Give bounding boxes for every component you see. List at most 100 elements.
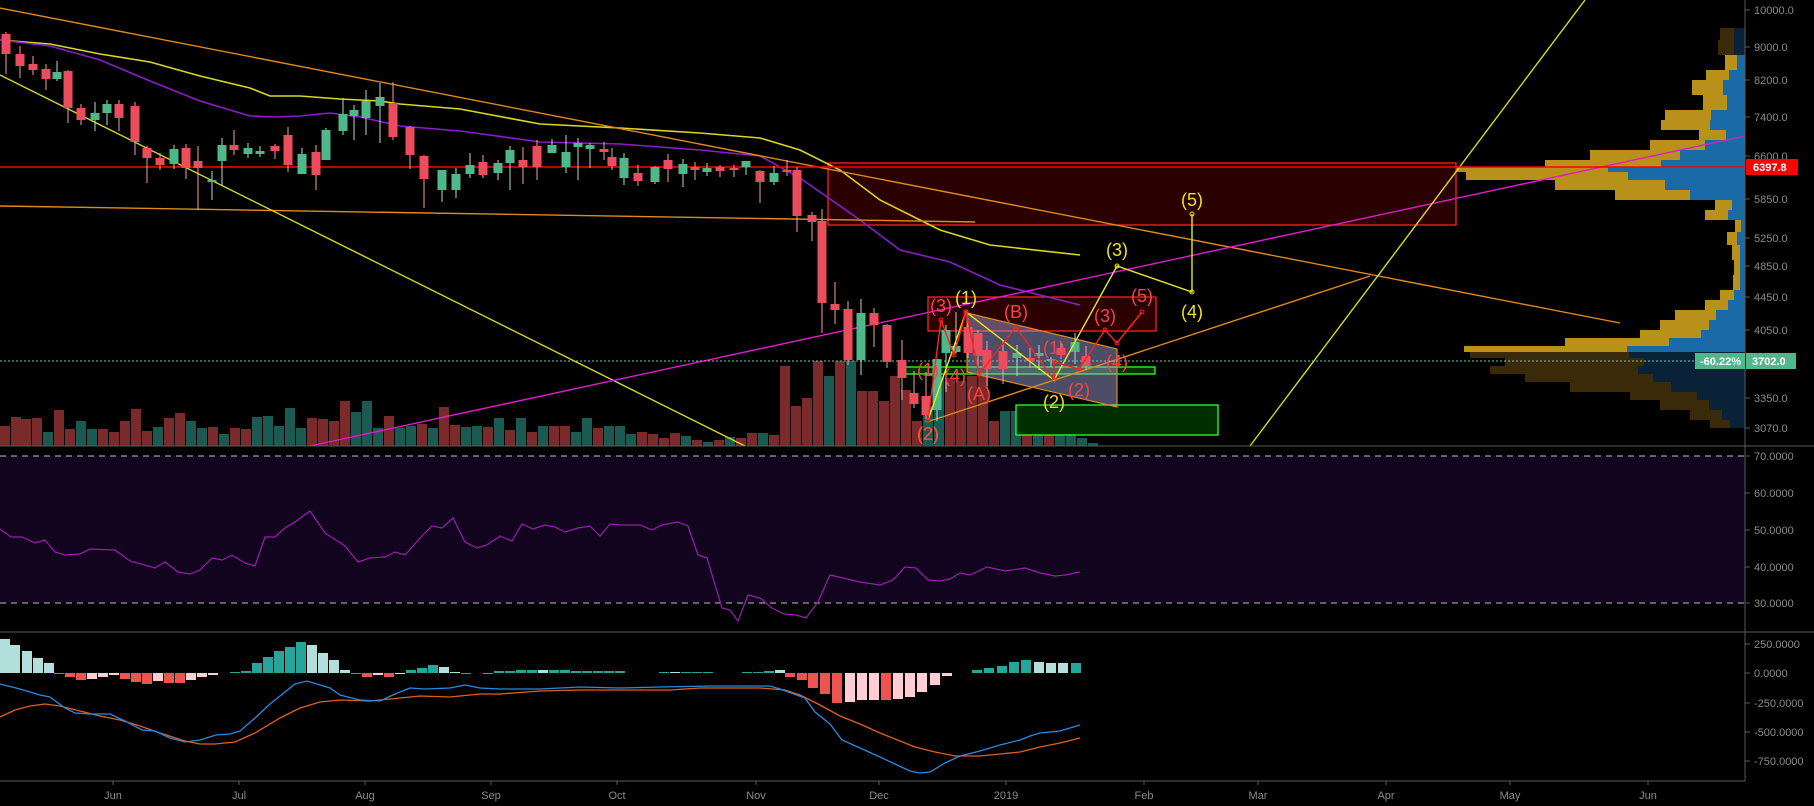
macd-histogram-bar — [285, 647, 295, 673]
time-axis-label[interactable]: Oct — [608, 790, 625, 802]
candle-body — [193, 161, 203, 168]
wave-node[interactable] — [976, 371, 982, 377]
yellow-steep-ascending[interactable] — [1249, 0, 1586, 447]
time-axis-label[interactable]: Apr — [1377, 790, 1394, 802]
elliott-wave-paths[interactable] — [925, 211, 1195, 423]
time-axis-label[interactable]: Aug — [355, 790, 375, 802]
volume-bar — [560, 426, 570, 446]
volume-profile-row — [1565, 338, 1745, 346]
candle-body — [755, 171, 765, 182]
macd-histogram-bar — [450, 672, 460, 673]
time-axis-label[interactable]: Dec — [869, 790, 889, 802]
wave-node[interactable] — [1139, 309, 1145, 315]
volume-profile-row-inner — [1608, 167, 1745, 172]
yellow-primary-wave[interactable] — [927, 214, 1193, 421]
rsi-axis-label[interactable]: 70.0000 — [1754, 451, 1794, 463]
wave-node[interactable] — [925, 417, 931, 423]
chart-zones[interactable] — [827, 162, 1457, 436]
macd-axis-label[interactable]: 250.0000 — [1754, 639, 1800, 651]
time-axis-label[interactable]: Mar — [1249, 790, 1268, 802]
orange-ascending-channel[interactable] — [929, 275, 1371, 422]
candle-body — [518, 160, 528, 167]
wave-node[interactable] — [1013, 324, 1019, 330]
price-axis-label[interactable]: 3350.0 — [1754, 393, 1788, 405]
price-axis-label[interactable]: 4050.0 — [1754, 325, 1788, 337]
volume-bar — [747, 433, 757, 446]
price-axis-label[interactable]: 9000.0 — [1754, 42, 1788, 54]
support-zone-lower[interactable] — [1015, 404, 1219, 436]
volume-bar — [351, 412, 361, 446]
price-axis-label[interactable]: 4850.0 — [1754, 261, 1788, 273]
price-axis-label[interactable]: 8200.0 — [1754, 75, 1788, 87]
price-axis-label[interactable]: 5850.0 — [1754, 194, 1788, 206]
volume-profile-row-inner — [1726, 130, 1745, 140]
wave-node[interactable] — [963, 309, 969, 315]
macd-histogram-bar — [373, 673, 383, 675]
wave-node[interactable] — [1114, 340, 1120, 346]
time-axis-label[interactable]: Jun — [104, 790, 122, 802]
magenta-ascending[interactable] — [309, 135, 1746, 447]
volume-profile-row — [1715, 200, 1745, 210]
time-axis-label[interactable]: 2019 — [994, 790, 1018, 802]
red-minor-wave-1[interactable] — [927, 311, 967, 421]
red-minor-wave-2[interactable] — [1053, 311, 1143, 380]
wave-node[interactable] — [1189, 289, 1195, 295]
price-axis-label[interactable]: 5250.0 — [1754, 233, 1788, 245]
candle-body — [243, 148, 253, 154]
rsi-axis-label[interactable]: 60.0000 — [1754, 488, 1794, 500]
candle-body — [283, 135, 293, 165]
wave-node[interactable] — [1051, 377, 1057, 383]
price-axis-label[interactable]: 3070.0 — [1754, 423, 1788, 435]
volume-profile-row — [1545, 160, 1745, 167]
volume-profile-row — [1464, 346, 1745, 352]
volume-bar — [98, 429, 108, 446]
candle-body — [715, 167, 725, 171]
price-axis-label[interactable]: 10000.0 — [1754, 5, 1794, 17]
wave-node[interactable] — [951, 352, 957, 358]
volume-bar — [648, 434, 658, 446]
macd-axis-label[interactable]: -750.0000 — [1754, 756, 1804, 768]
rsi-axis-label[interactable]: 30.0000 — [1754, 598, 1794, 610]
macd-histogram-bar — [362, 673, 372, 677]
time-axis-label[interactable]: Jul — [232, 790, 246, 802]
candle-body — [349, 110, 359, 116]
time-axis-label[interactable]: Feb — [1135, 790, 1154, 802]
macd-histogram-bar — [942, 673, 952, 676]
wave-node[interactable] — [1051, 359, 1057, 365]
wave-node[interactable] — [1076, 366, 1082, 372]
volume-bar — [428, 428, 438, 446]
price-axis-label[interactable]: 7400.0 — [1754, 112, 1788, 124]
price-scale-background[interactable] — [1745, 0, 1814, 806]
macd-histogram-bar — [0, 639, 10, 673]
red-abc-wave[interactable] — [965, 311, 1055, 381]
macd-axis-label[interactable]: -250.0000 — [1754, 698, 1804, 710]
volume-bar — [263, 416, 273, 446]
wave-node[interactable] — [938, 317, 944, 323]
volume-bar — [549, 426, 559, 446]
macd-axis-label[interactable]: 0.0000 — [1754, 668, 1788, 680]
candle-body — [1056, 348, 1066, 355]
price-axis-label[interactable]: 4450.0 — [1754, 292, 1788, 304]
orange-upper-resistance[interactable] — [0, 7, 1621, 324]
time-axis-label[interactable]: May — [1500, 790, 1521, 802]
rsi-band — [0, 456, 1745, 603]
candle-body — [1081, 356, 1091, 366]
volume-profile-row-inner — [1730, 420, 1745, 428]
macd-histogram-bar — [604, 671, 614, 673]
wave-node[interactable] — [1189, 211, 1195, 217]
macd-histogram-bar — [417, 668, 427, 673]
time-axis-label[interactable]: Jun — [1639, 790, 1657, 802]
wave-node[interactable] — [1102, 327, 1108, 333]
macd-axis-label[interactable]: -500.0000 — [1754, 727, 1804, 739]
macd-histogram-bar — [905, 673, 915, 697]
yellow-descending-support[interactable] — [0, 74, 746, 447]
time-axis-label[interactable]: Sep — [481, 790, 501, 802]
time-axis-label[interactable]: Nov — [746, 790, 766, 802]
resistance-zone-large[interactable] — [827, 162, 1457, 226]
macd-histogram-bar — [845, 673, 855, 702]
rsi-axis-label[interactable]: 40.0000 — [1754, 562, 1794, 574]
rsi-axis-label[interactable]: 50.0000 — [1754, 525, 1794, 537]
wave-node[interactable] — [1114, 263, 1120, 269]
